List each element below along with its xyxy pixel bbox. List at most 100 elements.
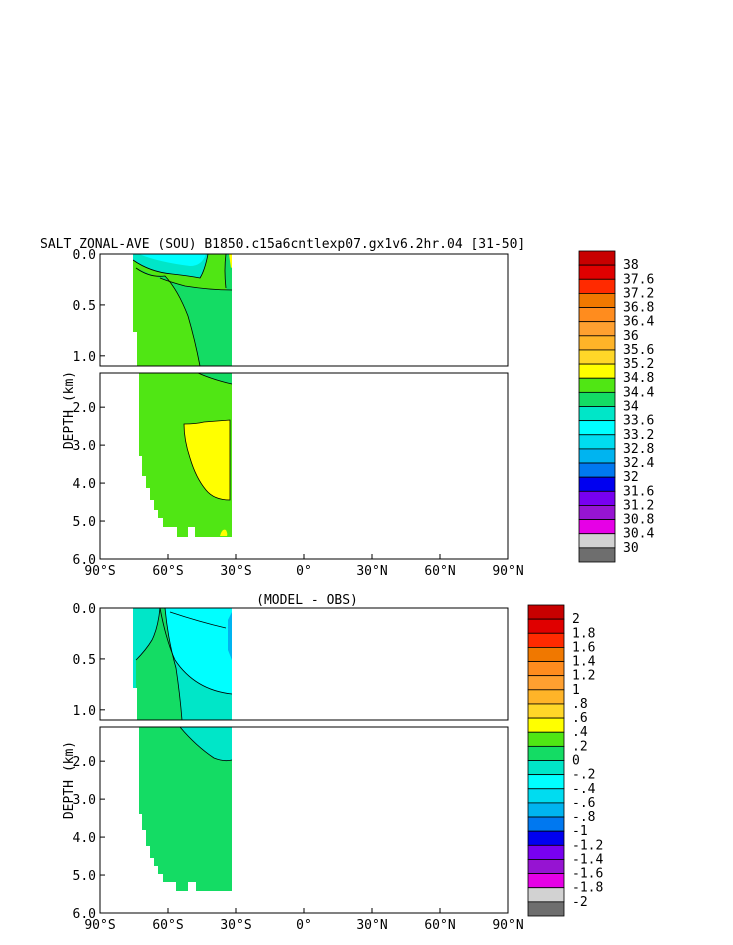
colorbar-box [578, 547, 616, 563]
colorbar-label: 1.8 [572, 626, 595, 641]
bottom-lower-field [100, 726, 508, 913]
field-region-34.0 [136, 268, 232, 366]
field-region-33.2 [139, 254, 206, 266]
colorbar-label: 38 [623, 258, 639, 273]
colorbar-box [527, 604, 565, 620]
colorbar-box [578, 448, 616, 464]
y-tick-label: 3.0 [73, 439, 96, 454]
x-tick-label: 30°N [356, 918, 387, 933]
land-mask [232, 373, 508, 559]
colorbar-label: -1.8 [572, 881, 603, 896]
topography-mask [133, 373, 177, 537]
contour-line [135, 267, 201, 367]
topography-mask [188, 527, 195, 537]
x-tick-label: 90°N [492, 918, 523, 933]
y-tick-label: 6.0 [73, 553, 96, 568]
colorbar-box [578, 462, 616, 478]
land-mask [232, 727, 508, 913]
y-tick-label: 0.0 [73, 602, 96, 617]
colorbar-label: 36.8 [623, 301, 654, 316]
colorbar-label: .8 [572, 697, 588, 712]
colorbar-box [527, 618, 565, 634]
x-tick-label: 60°S [152, 564, 183, 579]
colorbar-label: 31.2 [623, 498, 654, 513]
y-tick-label: 2.0 [73, 755, 96, 770]
colorbar-label: -.4 [572, 782, 596, 797]
field-region-34.8 [184, 420, 230, 500]
y-tick-label: 6.0 [73, 907, 96, 922]
y-tick-label: 0.5 [73, 299, 96, 314]
colorbar-label: 35.6 [623, 343, 654, 358]
x-tick-label: 30°N [356, 564, 387, 579]
colorbar-box [578, 264, 616, 280]
bottom-colorbar: 21.81.61.41.21.8.6.4.20-.2-.4-.6-.8-1-1.… [527, 604, 603, 917]
field-region-(-0.4) [160, 608, 232, 694]
land-mask [100, 373, 133, 559]
bottom-panel: (MODEL - OBS) [62, 593, 603, 933]
colorbar-box [578, 363, 616, 379]
colorbar-box [527, 788, 565, 804]
colorbar-box [527, 873, 565, 889]
colorbar-label: 36 [623, 329, 639, 344]
field-region-34.8-b [220, 529, 228, 536]
colorbar-box [578, 420, 616, 436]
colorbar-box [527, 802, 565, 818]
colorbar-box [578, 293, 616, 308]
colorbar-label: 1.2 [572, 669, 595, 684]
colorbar-label: 35.2 [623, 357, 654, 372]
colorbar-label: 30 [623, 541, 639, 556]
bottom-ylabel: DEPTH (km) [62, 741, 77, 819]
colorbar-box [527, 760, 565, 776]
colorbar-label: -1.4 [572, 852, 603, 867]
contour-line [159, 607, 233, 695]
field-region-34.0-b [225, 254, 232, 300]
colorbar-label: -2 [572, 895, 588, 910]
contour-line [197, 372, 233, 385]
x-tick-label: 60°N [424, 564, 455, 579]
colorbar-label: -1 [572, 824, 588, 839]
y-tick-label: 1.0 [73, 704, 96, 719]
field-region-(-0.6) [228, 612, 232, 660]
contour-line [164, 607, 183, 721]
x-tick-label: 90°N [492, 564, 523, 579]
colorbar-box [578, 490, 616, 506]
top-colorbar: 3837.637.236.836.43635.635.234.834.43433… [578, 250, 654, 563]
top-ylabel: DEPTH (km) [62, 371, 77, 449]
colorbar-box [527, 731, 565, 747]
contour-line [179, 726, 233, 762]
y-tick-label: 0.0 [73, 248, 96, 263]
colorbar-label: 32 [623, 470, 639, 485]
colorbar-label: 32.4 [623, 456, 654, 471]
top-axes: 90°S 60°S 30°S 0° 30°N 60°N 90°N 0.0 0.5 1.0 2.0 3.… [73, 248, 524, 579]
topography-mask [133, 727, 176, 891]
colorbar-box [578, 335, 616, 351]
colorbar-label: .6 [572, 711, 588, 726]
field-region-(-0.2) [180, 727, 232, 761]
colorbar-box [527, 661, 565, 677]
y-tick-label: 5.0 [73, 869, 96, 884]
colorbar-box [527, 717, 565, 733]
colorbar-box [527, 689, 565, 705]
colorbar-box [527, 647, 565, 662]
colorbar-label: 0 [572, 754, 580, 769]
colorbar-label: 34.8 [623, 371, 654, 386]
top-upper-field [100, 253, 508, 367]
y-tick-label: 5.0 [73, 515, 96, 530]
land-mask [133, 332, 137, 366]
colorbar-box [578, 476, 616, 492]
colorbar-box [578, 434, 616, 450]
colorbar-box [578, 278, 616, 294]
y-tick-label: 2.0 [73, 401, 96, 416]
colorbar-label: 30.4 [623, 527, 654, 542]
colorbar-label: -1.6 [572, 867, 603, 882]
colorbar-box [527, 675, 565, 691]
colorbar-box [578, 321, 616, 337]
colorbar-label: 31.6 [623, 484, 654, 499]
colorbar-label: 34.4 [623, 385, 654, 400]
contour-line [132, 253, 209, 279]
y-tick-label: 4.0 [73, 831, 96, 846]
land-mask [232, 254, 508, 366]
colorbar-label: 1.4 [572, 655, 596, 670]
bottom-title: (MODEL - OBS) [256, 593, 358, 608]
